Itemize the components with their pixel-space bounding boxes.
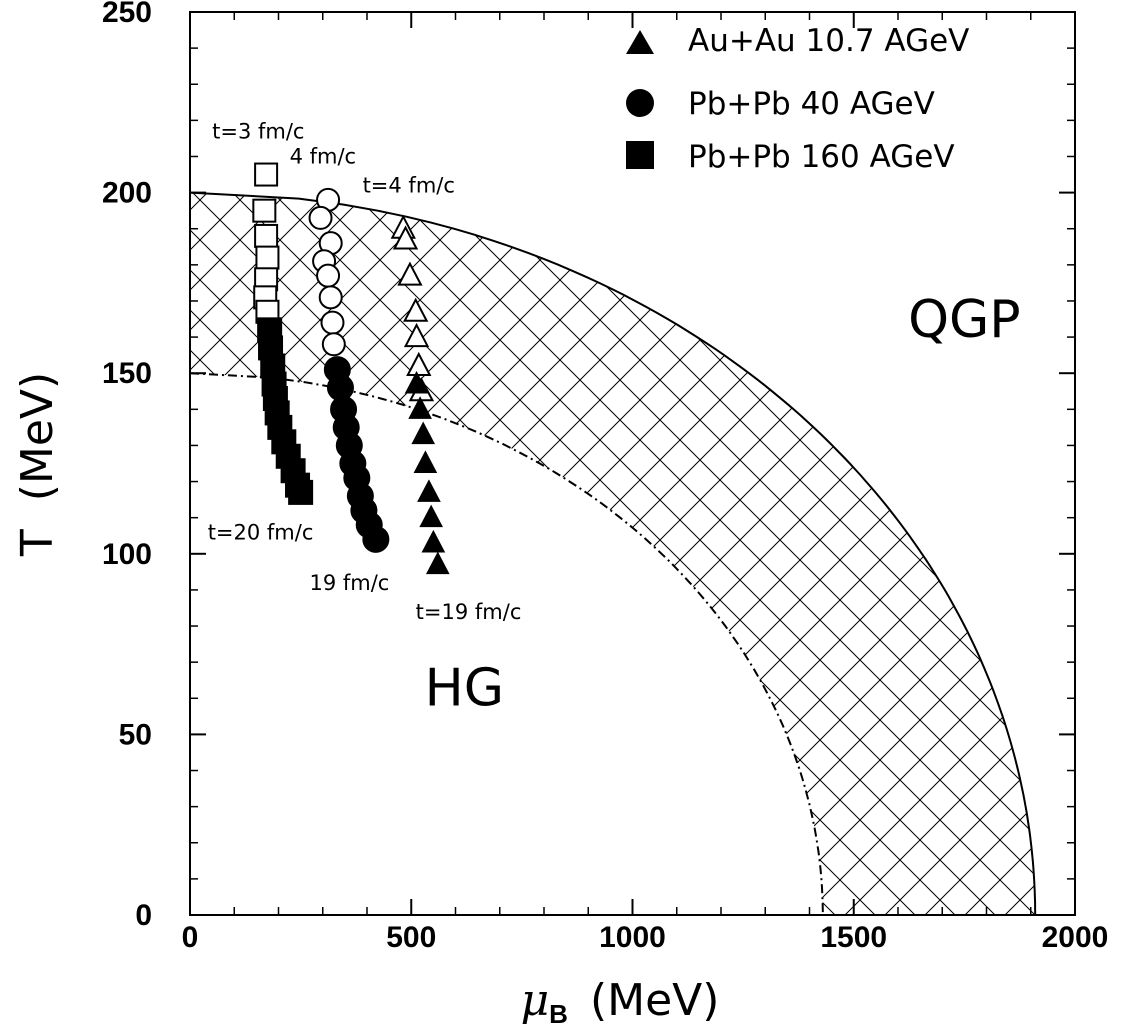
series-2-open-point	[254, 162, 279, 187]
x-tick-label: 1000	[599, 921, 666, 954]
series-0-filled-point	[419, 504, 443, 528]
hg-region-label: HG	[425, 659, 504, 719]
qgp-region-label: QGP	[908, 290, 1021, 350]
legend-marker-circle	[626, 89, 654, 117]
x-tick-label: 500	[386, 921, 436, 954]
series-0-filled-point	[404, 370, 429, 394]
time-annotation: t=20 fm/c	[208, 520, 314, 544]
x-axis-unit: (MeV)	[590, 975, 719, 1026]
legend-label-pbpb40: Pb+Pb 40 AGeV	[688, 86, 935, 122]
time-annotation: t=19 fm/c	[416, 600, 522, 624]
series-2-open-point	[254, 223, 279, 248]
series-0-open-point	[392, 225, 419, 250]
time-annotation: t=3 fm/c	[212, 119, 304, 143]
axis-ticks: 0 500 1000 1500 2000 0 50 100 150 200 250	[102, 0, 1108, 954]
series-1-open-point	[318, 285, 343, 310]
time-annotation: 4 fm/c	[290, 145, 357, 169]
x-tick-label: 0	[182, 921, 199, 954]
legend-label-pbpb160: Pb+Pb 160 AGeV	[688, 139, 955, 175]
series-0-open-point	[397, 261, 423, 286]
y-tick-label: 100	[102, 538, 152, 571]
hatched-mixed-phase-region	[190, 192, 1036, 916]
y-tick-label: 150	[102, 357, 152, 390]
lower-boundary-curve	[189, 372, 824, 915]
series-0-open-point	[406, 351, 432, 376]
series-1-open-point	[308, 205, 333, 230]
legend: Au+Au 10.7 AGeV Pb+Pb 40 AGeV Pb+Pb 160 …	[626, 23, 969, 175]
legend-marker-square	[626, 141, 654, 169]
y-tick-label: 250	[102, 0, 152, 29]
series-2-open-point	[255, 245, 280, 270]
x-tick-label: 2000	[1042, 921, 1109, 954]
hatch-fill	[190, 192, 1036, 916]
series-0-open-point	[403, 322, 430, 348]
series-0-filled-point	[408, 396, 432, 419]
series-0-filled-point	[425, 551, 450, 575]
series-0-filled-point	[421, 529, 446, 553]
x-tick-label: 1500	[820, 921, 887, 954]
legend-marker-triangle	[626, 30, 654, 54]
series-1-filled-point	[362, 525, 390, 553]
series-0-filled-point	[411, 421, 436, 445]
series-1-open-point	[320, 310, 345, 335]
series-1-open-point	[316, 263, 341, 288]
time-annotation: 19 fm/c	[309, 571, 389, 595]
series-2-open-point	[252, 198, 277, 223]
upper-boundary-curve	[189, 191, 1037, 916]
y-tick-label: 0	[135, 899, 152, 932]
legend-label-auau: Au+Au 10.7 AGeV	[688, 23, 969, 59]
x-axis-title: μB (MeV)	[521, 975, 720, 1029]
time-annotations: t=3 fm/c4 fm/ct=4 fm/c t=20 fm/c 19 fm/c t=…	[208, 119, 522, 623]
series-0-filled-point	[413, 450, 438, 473]
x-axis-subscript: B	[549, 999, 568, 1029]
data-points	[252, 162, 450, 575]
y-tick-label: 200	[102, 177, 152, 210]
y-tick-label: 50	[119, 718, 152, 751]
x-axis-mu-symbol: μ	[521, 975, 550, 1026]
series-0-filled-point	[417, 479, 441, 502]
series-0-open-point	[403, 297, 429, 322]
series-1-open-point	[321, 332, 346, 357]
y-axis-title: T (MeV)	[12, 372, 63, 557]
time-annotation: t=4 fm/c	[363, 174, 455, 198]
series-2-filled-point	[288, 479, 314, 505]
